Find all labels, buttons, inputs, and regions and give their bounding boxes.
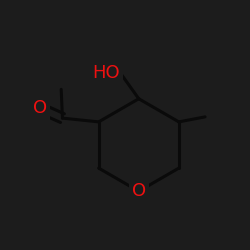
Text: O: O [33, 99, 47, 117]
Text: O: O [132, 182, 146, 200]
Text: HO: HO [92, 64, 120, 82]
